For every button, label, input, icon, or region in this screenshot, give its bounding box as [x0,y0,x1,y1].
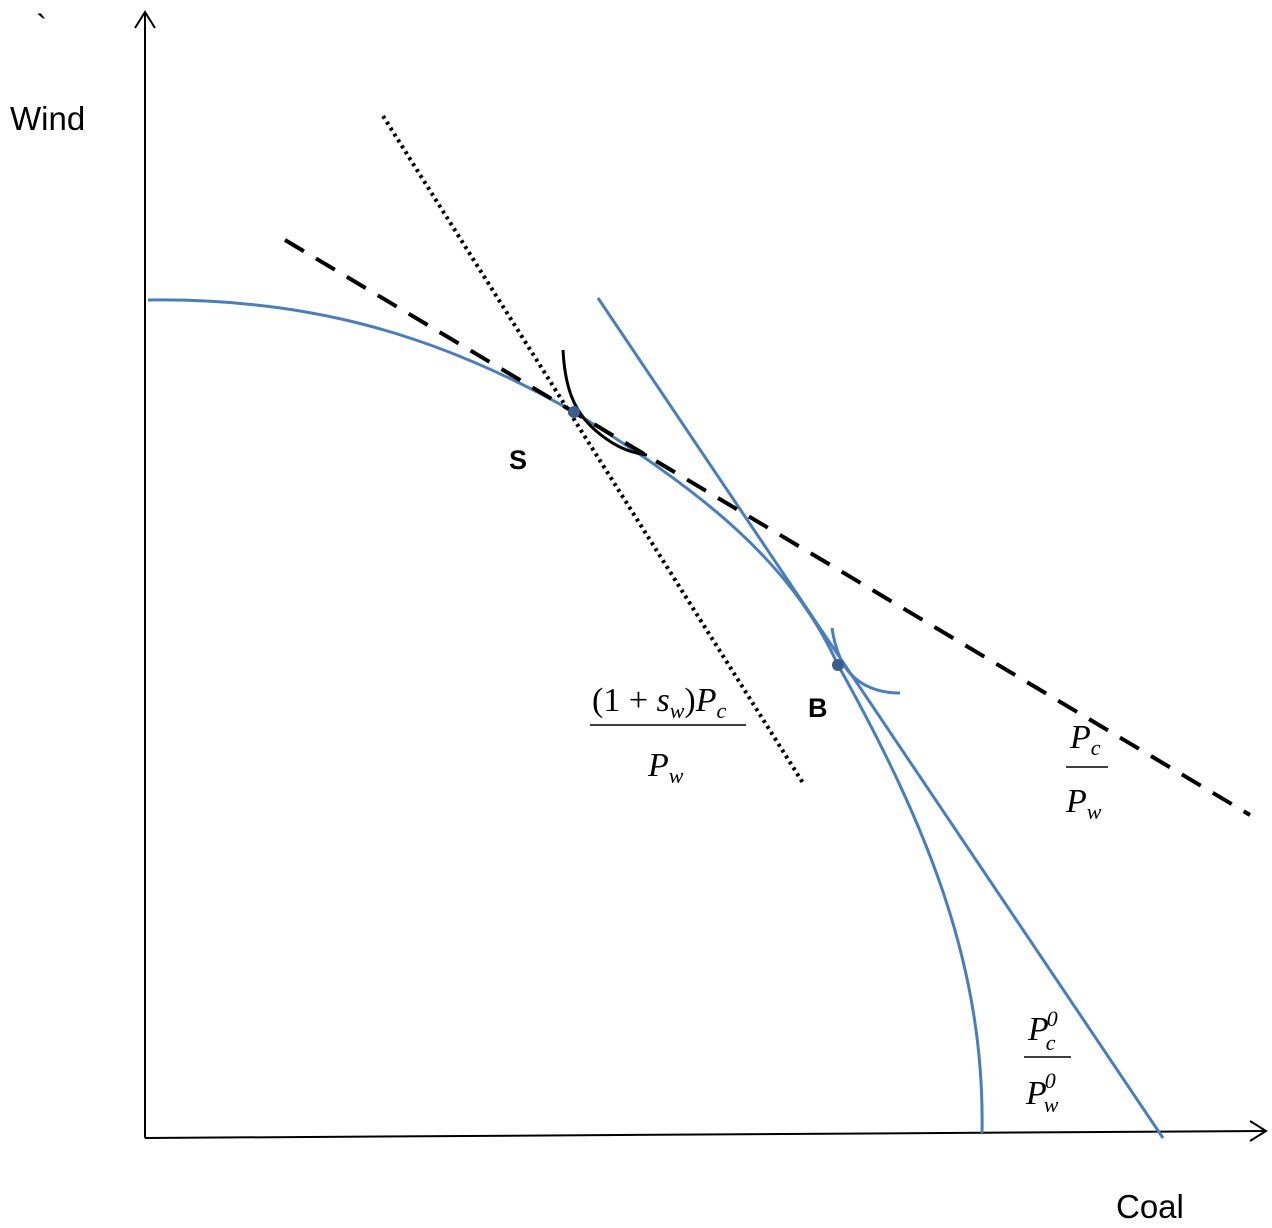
subsidy-price-line [381,114,805,785]
market-ratio-numerator: Pc [1069,719,1101,760]
initial-ratio-numerator: P0 c [1027,1006,1058,1055]
initial-price-line [596,297,1165,1139]
indifference-curve-s [561,349,648,457]
stray-mark: ` [36,8,47,45]
indifference-curve-b [830,627,901,695]
x-axis-label: Coal [1116,1188,1184,1225]
point-s-label: S [509,445,527,475]
market-ratio-label: Pc Pw [1065,719,1108,824]
production-frontier [147,298,984,1134]
x-axis [144,1130,1265,1139]
point-b-marker [832,659,844,671]
y-axis-label: Wind [10,100,85,137]
market-price-line [283,238,1252,817]
axes [134,10,1268,1142]
initial-ratio-denominator: P0 w [1025,1068,1059,1117]
initial-ratio-label: P0 c P0 w [1024,1006,1071,1117]
point-b-label: B [808,693,828,723]
x-axis-arrowhead [1249,1120,1268,1142]
subsidy-ratio-denominator: Pw [647,747,684,788]
point-s-marker [568,406,580,418]
subsidy-ratio-label: (1 + sw)Pc Pw [590,682,746,788]
y-axis-arrowhead [134,10,156,29]
subsidy-ratio-numerator: (1 + sw)Pc [592,682,727,723]
market-ratio-denominator: Pw [1065,783,1102,824]
